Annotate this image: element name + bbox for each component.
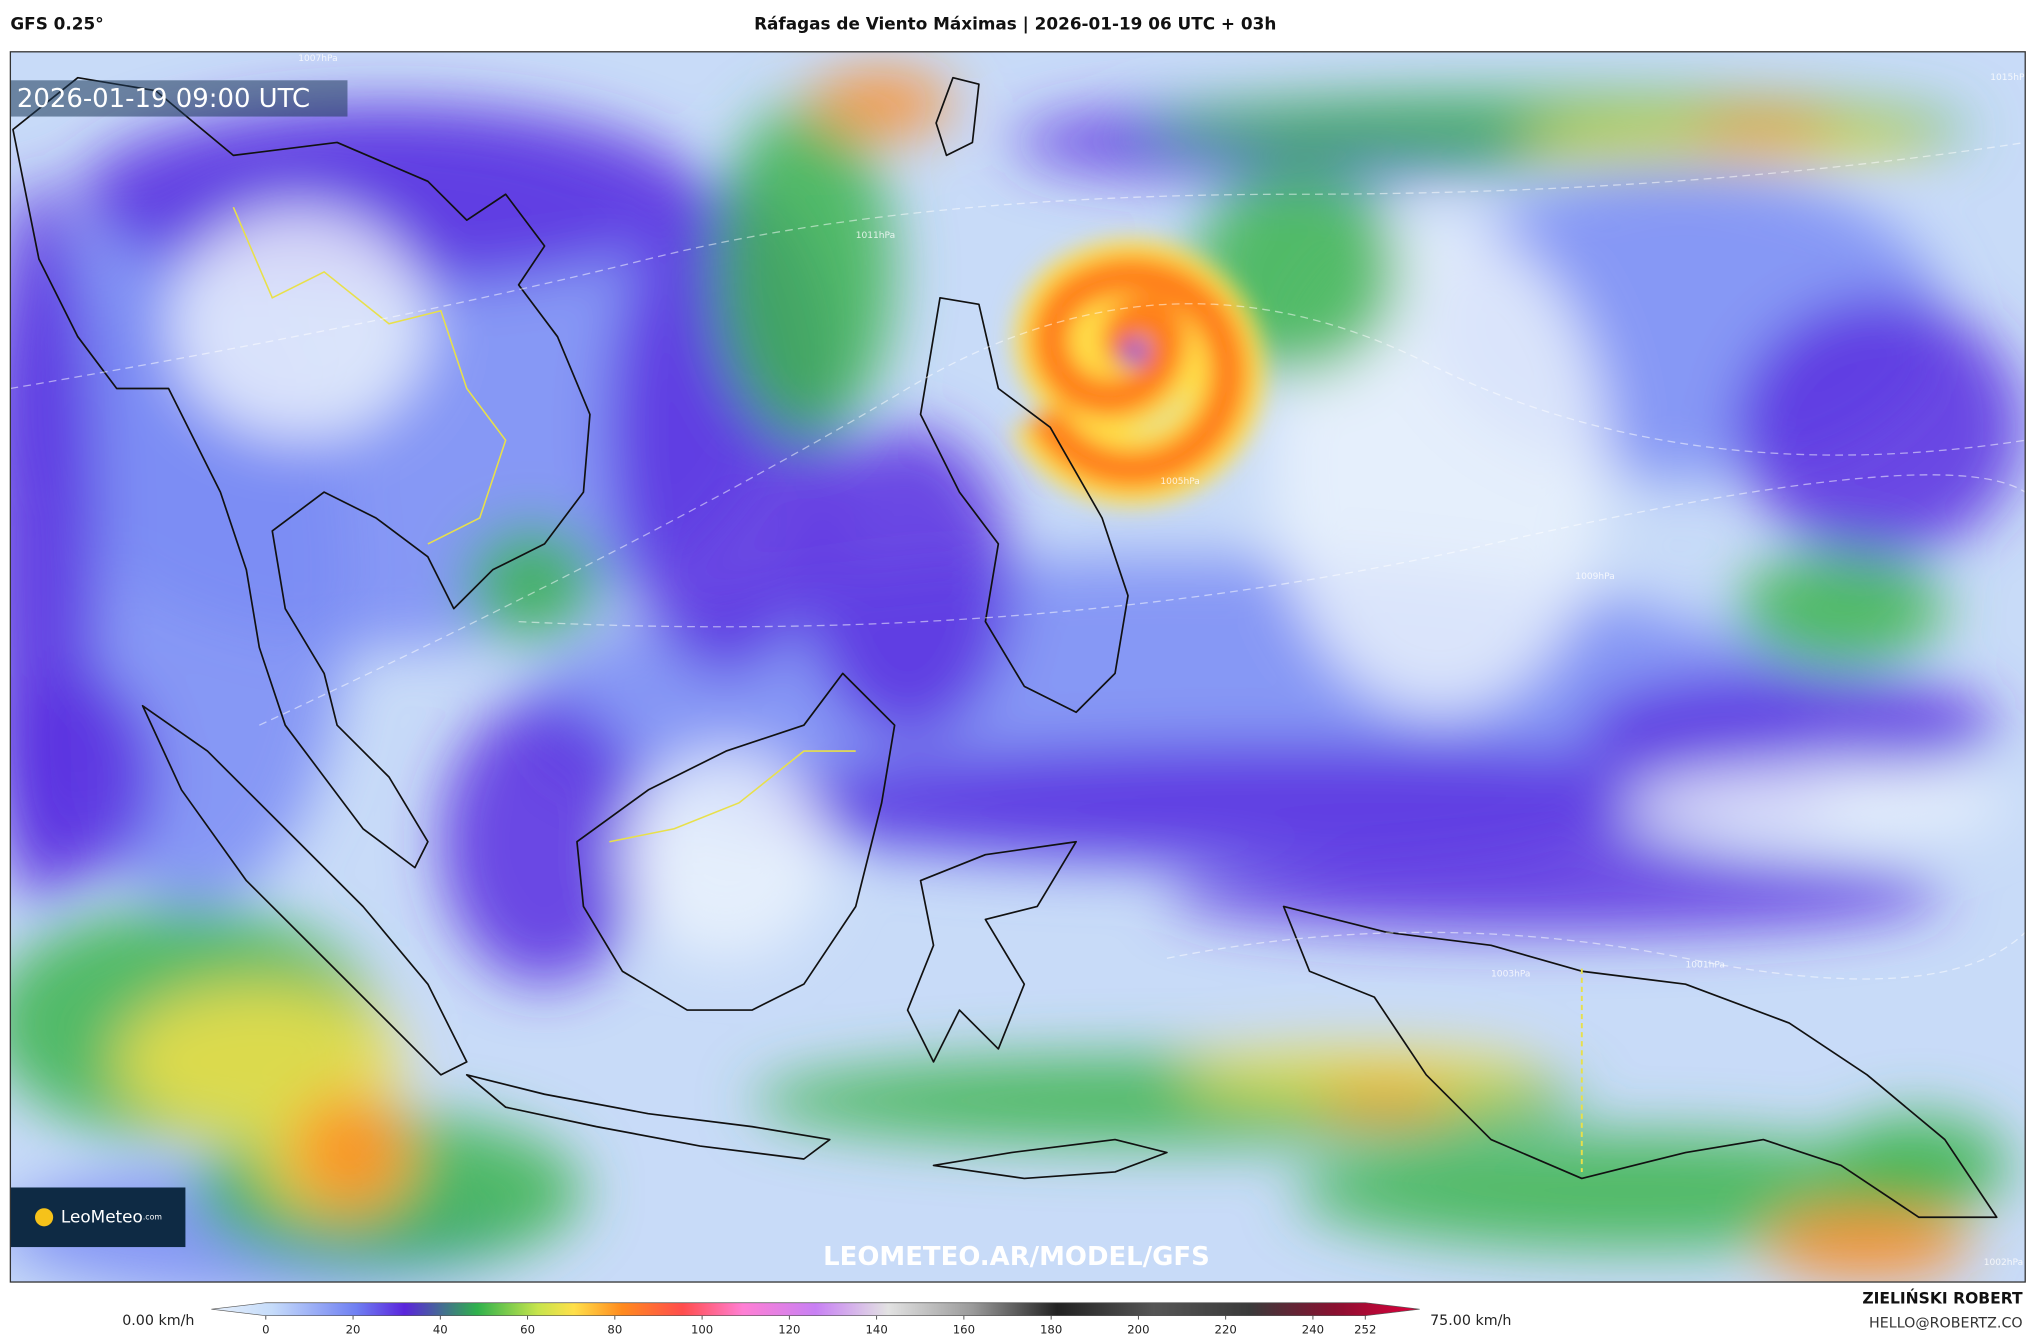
colorbar-tick-label: 120 [778, 1322, 800, 1336]
isobars: 1007hPa 1011hPa 1005hPa 1009hPa 1003hPa 1001h… [10, 54, 2029, 1268]
colorbar-tick-label: 252 [1354, 1322, 1376, 1336]
isobar-label: 1011hPa [856, 231, 895, 241]
wind-blob [1179, 1048, 1543, 1101]
wind-blob [1316, 1085, 1459, 1117]
colorbar-tick-label: 0 [262, 1322, 269, 1336]
wind-blob [10, 673, 156, 881]
isobar-label: 1015hPa [1990, 73, 2029, 83]
logo-sun [35, 1208, 54, 1227]
colorbar-tick-label: 80 [607, 1322, 622, 1336]
isobar-lines [10, 141, 2026, 980]
watermark: LEOMETEO.AR/MODEL/GFS [823, 1242, 1210, 1272]
title: Ráfagas de Viento Máximas | 2026-01-19 0… [754, 14, 1276, 34]
wind-blob [440, 699, 649, 985]
colorbar-tick-label: 60 [520, 1322, 535, 1336]
author: ZIELIŃSKI ROBERT [1862, 1288, 2023, 1307]
wind-blob [803, 427, 1012, 739]
colorbar-min: 0.00 km/h [122, 1313, 194, 1329]
typhoon [1011, 239, 1265, 506]
coastlines [12, 76, 1998, 1219]
isobar-label: 1009hPa [1575, 572, 1614, 582]
wind-blob [752, 744, 1842, 862]
wind-blob [291, 1094, 409, 1211]
timestamp: 2026-01-19 09:00 UTC [17, 84, 310, 114]
colorbar-tick-label: 100 [691, 1322, 713, 1336]
map-frame [9, 51, 2026, 1283]
isobar-label: 1001hPa [1686, 960, 1725, 970]
wind-blob [1737, 297, 2023, 557]
colorbar-tick-label: 200 [1127, 1322, 1149, 1336]
colorbar-tick-label: 40 [433, 1322, 448, 1336]
wind-blob [1692, 113, 1835, 146]
wind-blob [1166, 854, 1945, 933]
taiwan-coast [935, 76, 980, 157]
borneo-coast [576, 672, 896, 1011]
isobar-label: 1005hPa [1160, 477, 1199, 487]
wind-blob [1763, 1206, 1971, 1280]
colorbar-tick-label: 180 [1040, 1322, 1062, 1336]
sumatra-coast [141, 704, 468, 1076]
colorbar-tick-label: 160 [953, 1322, 975, 1336]
colorbar-max: 75.00 km/h [1430, 1313, 1511, 1329]
model-label: GFS 0.25° [10, 14, 103, 34]
java-coast [465, 1073, 831, 1160]
isobar-label: 1003hPa [1491, 969, 1530, 979]
wind-field [10, 71, 2023, 1283]
wind-blob [810, 71, 953, 136]
timor-coast [932, 1138, 1168, 1180]
mainland-coast [12, 76, 591, 869]
colorbar-ticks: 0 20 40 60 80 100 120 140 160 180 200 220 240 252 [262, 1315, 1376, 1336]
sulawesi-coast [906, 840, 1077, 1063]
wind-blob [1828, 1113, 2010, 1218]
wind-blob [713, 103, 895, 441]
map: 1007hPa 1011hPa 1005hPa 1009hPa 1003hPa 1001h… [10, 51, 2029, 1283]
wind-blob [168, 207, 428, 441]
colorbar-tick-label: 140 [865, 1322, 887, 1336]
logo-name: LeoMeteo [61, 1206, 143, 1226]
timestamp-box [10, 80, 348, 117]
logo-suffix: .com [143, 1212, 162, 1221]
wind-blob [1737, 550, 1945, 667]
isobar-label: 1002hPa [1984, 1258, 2023, 1268]
borders [232, 206, 856, 843]
colorbar-tick-label: 20 [346, 1322, 361, 1336]
wind-blob [1581, 673, 1997, 777]
isobar-label: 1007hPa [298, 54, 337, 64]
wind-blob [1620, 764, 2010, 842]
wind-blob [466, 524, 597, 642]
colorbar-tick-label: 220 [1215, 1322, 1237, 1336]
logo-text: LeoMeteo.com [61, 1206, 162, 1226]
philippines-coast [919, 297, 1129, 714]
colorbar [211, 1302, 1420, 1317]
wind-blob [622, 751, 830, 959]
colorbar-tick-label: 240 [1302, 1322, 1324, 1336]
email: HELLO@ROBERTZ.CO [1869, 1315, 2023, 1331]
